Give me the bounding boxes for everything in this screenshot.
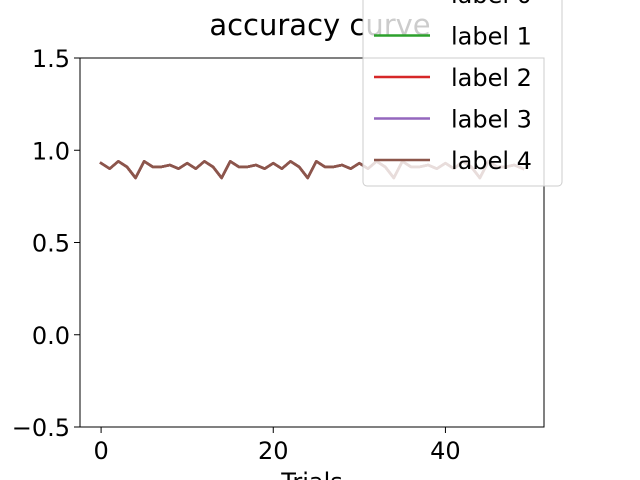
y-tick-label: 0.5 [32, 230, 70, 258]
x-tick-label: 40 [430, 437, 461, 465]
y-axis: −0.5 0.0 0.5 1.0 1.5 [12, 45, 80, 442]
legend-label: label 0 [451, 0, 532, 9]
y-tick-label: 1.5 [32, 45, 70, 73]
legend-label: label 1 [451, 23, 532, 51]
legend: label 0 label 1 label 2 label 3 label 4 [362, 0, 563, 187]
y-tick-label: 1.0 [32, 137, 70, 165]
x-axis-title: Trials [280, 468, 343, 480]
y-tick-label: −0.5 [12, 414, 70, 442]
legend-box [362, 0, 563, 187]
legend-label: label 2 [451, 64, 532, 92]
x-tick-label: 0 [93, 437, 108, 465]
x-tick-label: 20 [258, 437, 289, 465]
y-tick-label: 0.0 [32, 322, 70, 350]
legend-label: label 4 [451, 147, 532, 175]
legend-label: label 3 [451, 106, 532, 134]
x-axis: 0 20 40 [93, 427, 461, 465]
